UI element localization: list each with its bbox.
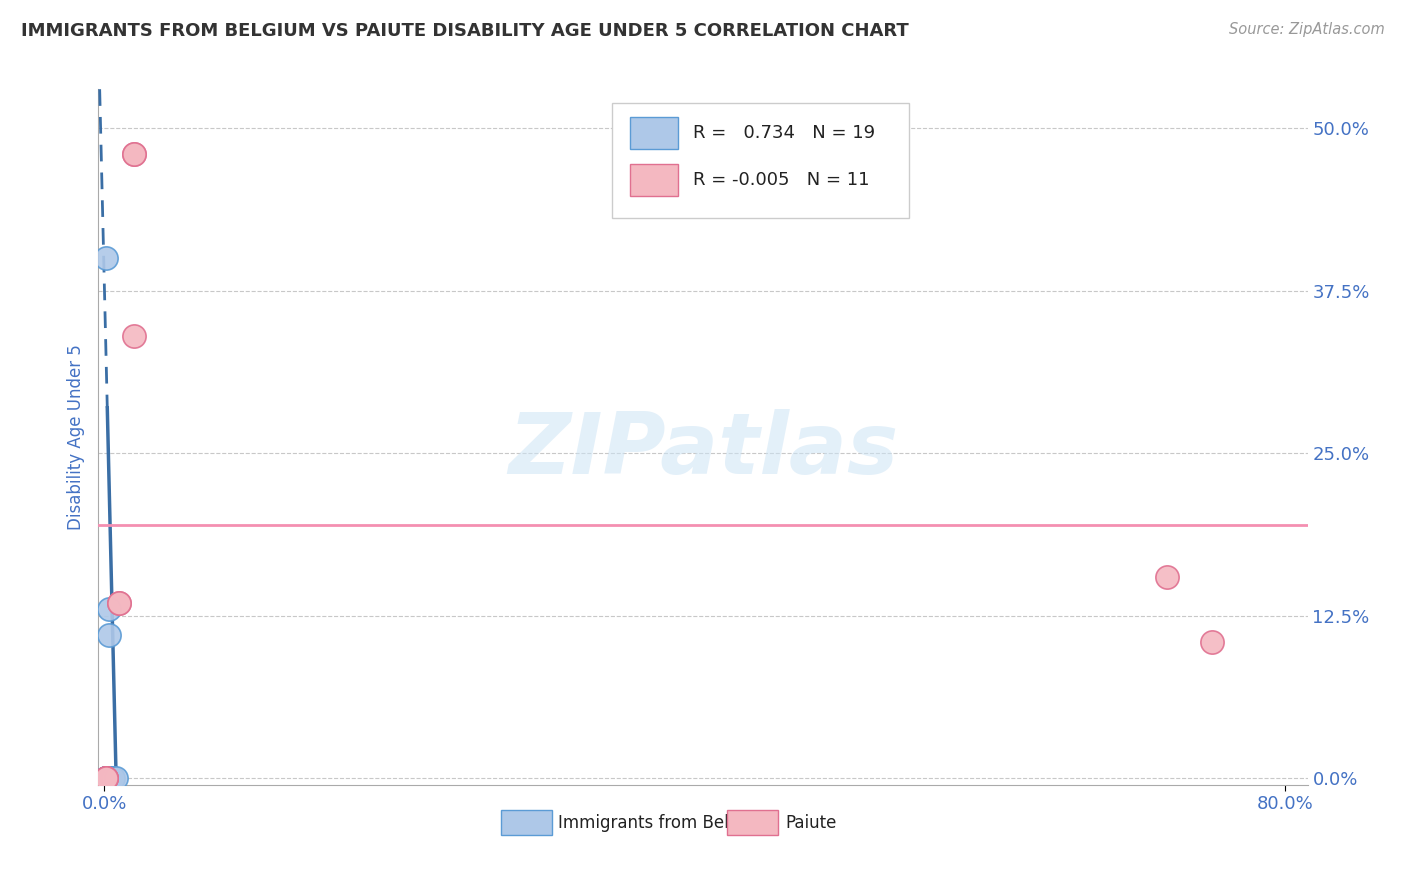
- Point: [94, 772, 117, 786]
- Point: [94, 772, 117, 786]
- Point: [94, 772, 117, 786]
- Point: [108, 596, 131, 610]
- Point: [100, 772, 122, 786]
- FancyBboxPatch shape: [727, 810, 778, 835]
- Point: [96, 772, 118, 786]
- Point: [105, 772, 128, 786]
- Text: Paiute: Paiute: [785, 814, 837, 831]
- Point: [94, 772, 117, 786]
- Point: [122, 329, 145, 343]
- Point: [1156, 570, 1178, 584]
- Point: [97, 628, 120, 642]
- Point: [122, 147, 145, 161]
- Point: [98, 772, 121, 786]
- Point: [94, 772, 117, 786]
- Point: [94, 772, 117, 786]
- Y-axis label: Disability Age Under 5: Disability Age Under 5: [66, 344, 84, 530]
- Point: [97, 602, 120, 616]
- Point: [97, 772, 120, 786]
- Text: IMMIGRANTS FROM BELGIUM VS PAIUTE DISABILITY AGE UNDER 5 CORRELATION CHART: IMMIGRANTS FROM BELGIUM VS PAIUTE DISABI…: [21, 22, 908, 40]
- Point: [97, 772, 120, 786]
- Text: Source: ZipAtlas.com: Source: ZipAtlas.com: [1229, 22, 1385, 37]
- Point: [94, 772, 117, 786]
- Point: [97, 772, 120, 786]
- Text: ZIPatlas: ZIPatlas: [508, 409, 898, 492]
- Point: [94, 772, 117, 786]
- FancyBboxPatch shape: [630, 164, 678, 196]
- Point: [96, 772, 118, 786]
- FancyBboxPatch shape: [630, 117, 678, 149]
- Point: [97, 772, 120, 786]
- Text: Immigrants from Belgium: Immigrants from Belgium: [558, 814, 770, 831]
- Point: [1201, 635, 1223, 649]
- Point: [108, 596, 131, 610]
- Point: [94, 252, 117, 266]
- Point: [94, 772, 117, 786]
- Point: [103, 772, 125, 786]
- Point: [94, 772, 117, 786]
- Point: [122, 147, 145, 161]
- FancyBboxPatch shape: [501, 810, 551, 835]
- Text: R =   0.734   N = 19: R = 0.734 N = 19: [693, 124, 876, 142]
- Text: R = -0.005   N = 11: R = -0.005 N = 11: [693, 171, 870, 189]
- FancyBboxPatch shape: [613, 103, 908, 218]
